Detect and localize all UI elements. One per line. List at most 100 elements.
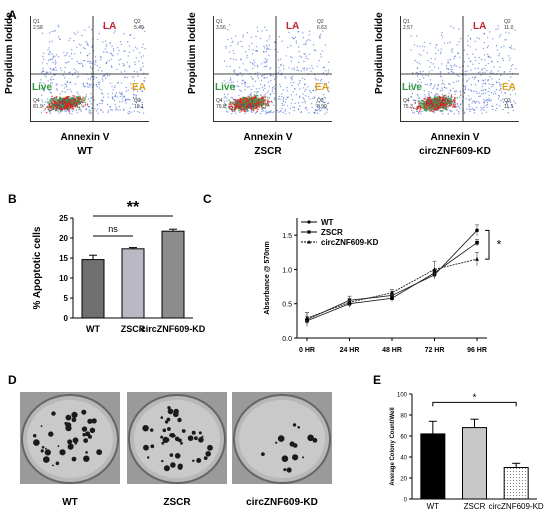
flow-event bbox=[44, 101, 47, 103]
flow-event bbox=[63, 99, 65, 102]
flow-event bbox=[94, 61, 97, 63]
flow-event bbox=[81, 99, 84, 101]
flow-event bbox=[299, 95, 301, 97]
flow-event bbox=[270, 100, 273, 103]
flow-event bbox=[515, 67, 517, 70]
flow-event bbox=[482, 89, 484, 91]
flow-event bbox=[253, 107, 256, 110]
flow-event bbox=[251, 98, 253, 100]
flow-event bbox=[500, 99, 502, 102]
flow-event bbox=[45, 111, 48, 114]
flow-event bbox=[305, 57, 307, 60]
flow-event bbox=[451, 71, 453, 73]
sig-bracket bbox=[485, 229, 490, 260]
flow-event bbox=[434, 94, 437, 96]
flow-event bbox=[303, 52, 305, 55]
flow-event bbox=[475, 76, 477, 78]
flow-event bbox=[473, 112, 476, 114]
flow-event bbox=[459, 96, 461, 99]
flow-event bbox=[273, 104, 275, 107]
y-tick-label: 80 bbox=[400, 414, 407, 420]
colony bbox=[292, 443, 298, 448]
flow-density-plot bbox=[214, 16, 332, 121]
flow-event bbox=[58, 98, 60, 101]
flow-event bbox=[113, 86, 116, 89]
flow-event bbox=[480, 74, 482, 76]
flow-event bbox=[65, 110, 67, 112]
flow-event bbox=[244, 69, 246, 71]
flow-event bbox=[419, 108, 422, 110]
flow-event bbox=[327, 69, 330, 71]
flow-event bbox=[228, 99, 230, 101]
dish-image bbox=[127, 392, 227, 484]
flow-event bbox=[71, 113, 73, 115]
flow-event bbox=[229, 77, 232, 79]
flow-event bbox=[250, 92, 253, 95]
flow-event bbox=[93, 76, 96, 78]
flow-event bbox=[288, 112, 291, 114]
flow-event bbox=[110, 53, 113, 55]
flow-event bbox=[320, 78, 323, 81]
flow-event bbox=[255, 107, 258, 110]
flow-event bbox=[64, 77, 66, 79]
flow-event bbox=[463, 91, 466, 94]
flow-scatter-area bbox=[400, 16, 519, 122]
flow-event bbox=[508, 80, 510, 82]
flow-event bbox=[57, 110, 60, 112]
flow-event bbox=[51, 79, 53, 81]
flow-event bbox=[472, 100, 474, 103]
flow-event bbox=[121, 100, 123, 103]
flow-event bbox=[458, 112, 460, 115]
bar-WT bbox=[420, 433, 446, 500]
flow-event bbox=[323, 66, 325, 68]
flow-event bbox=[327, 71, 329, 73]
flow-event bbox=[247, 86, 249, 88]
flow-event bbox=[241, 110, 243, 112]
flow-event bbox=[100, 99, 103, 101]
flow-event bbox=[310, 103, 313, 105]
flow-event bbox=[469, 46, 471, 48]
flow-event bbox=[228, 103, 230, 105]
flow-event bbox=[240, 40, 242, 43]
flow-event bbox=[488, 94, 490, 97]
flow-event bbox=[453, 55, 456, 58]
flow-event bbox=[491, 83, 493, 86]
flow-event bbox=[290, 102, 292, 105]
flow-event bbox=[512, 89, 514, 92]
flow-event bbox=[268, 44, 270, 46]
flow-event bbox=[479, 102, 481, 104]
flow-event bbox=[285, 98, 287, 100]
flow-event bbox=[230, 108, 232, 110]
flow-event bbox=[134, 87, 136, 89]
flow-event bbox=[66, 102, 68, 104]
flow-event bbox=[497, 70, 499, 72]
flow-event bbox=[105, 45, 107, 48]
flow-event bbox=[413, 112, 416, 114]
flow-event bbox=[255, 106, 258, 109]
flow-event bbox=[101, 78, 104, 80]
flow-event bbox=[67, 106, 69, 109]
colony bbox=[161, 441, 165, 445]
colony bbox=[147, 456, 150, 459]
flow-event bbox=[449, 102, 452, 104]
flow-event bbox=[58, 35, 60, 38]
flow-event bbox=[324, 44, 327, 46]
flow-event bbox=[41, 72, 43, 74]
flow-event bbox=[315, 103, 317, 106]
flow-event bbox=[65, 97, 68, 100]
flow-event bbox=[252, 105, 255, 107]
flow-event bbox=[250, 88, 252, 91]
flow-event bbox=[284, 110, 286, 112]
flow-event bbox=[260, 97, 263, 99]
flow-event bbox=[101, 92, 103, 94]
flow-event bbox=[127, 112, 129, 114]
y-tick-label: 25 bbox=[59, 214, 68, 223]
flow-event bbox=[266, 112, 268, 114]
flow-event bbox=[49, 53, 51, 55]
flow-event bbox=[300, 70, 302, 72]
flow-event bbox=[443, 97, 446, 100]
flow-event bbox=[102, 100, 104, 102]
flow-event bbox=[305, 55, 307, 57]
flow-event bbox=[133, 93, 135, 96]
flow-event bbox=[76, 95, 78, 98]
